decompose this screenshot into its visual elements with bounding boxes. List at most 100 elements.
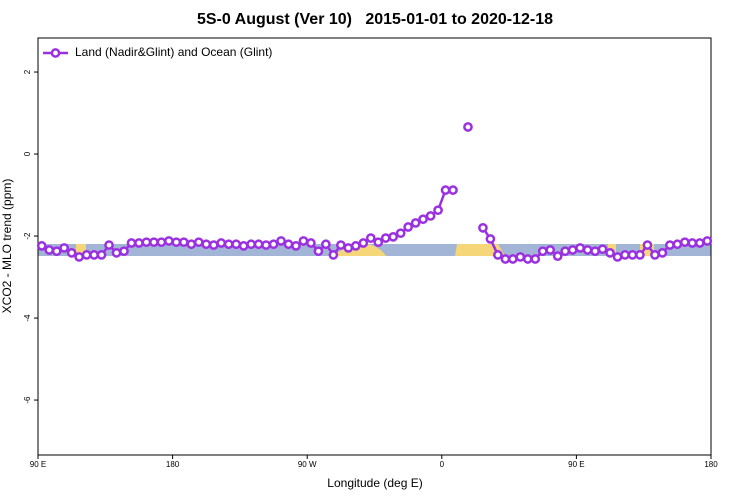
- data-point: [433, 205, 443, 216]
- data-point: [403, 222, 413, 232]
- data-point: [141, 237, 152, 248]
- legend-label: Land (Nadir&Glint) and Ocean (Glint): [75, 45, 272, 59]
- data-point: [44, 245, 55, 255]
- x-tick-label: 0: [440, 460, 445, 469]
- data-point: [246, 239, 256, 250]
- y-tick-label: 2: [23, 69, 32, 74]
- data-point: [291, 241, 301, 251]
- data-point: [552, 251, 563, 261]
- data-point: [336, 240, 346, 250]
- data-point: [650, 250, 660, 260]
- data-point: [134, 238, 144, 248]
- data-point: [373, 237, 384, 248]
- data-point: [687, 238, 698, 248]
- data-point: [448, 185, 458, 195]
- data-point: [268, 239, 279, 250]
- data-point: [665, 240, 675, 250]
- data-point: [223, 239, 234, 250]
- data-point: [51, 246, 62, 257]
- x-tick-label: 180: [166, 460, 180, 469]
- data-point: [253, 239, 264, 250]
- data-point: [507, 254, 518, 264]
- data-point: [425, 211, 436, 221]
- data-point: [657, 248, 668, 258]
- data-point: [679, 237, 690, 248]
- data-point: [597, 244, 608, 255]
- data-point: [126, 238, 137, 248]
- land-band: [76, 244, 86, 256]
- data-point: [545, 245, 556, 255]
- x-tick-label: 180: [704, 460, 718, 469]
- data-point: [81, 250, 92, 260]
- data-point: [283, 239, 294, 250]
- data-point: [478, 222, 488, 233]
- data-point: [89, 250, 99, 260]
- x-tick-label: 90 E: [568, 460, 584, 469]
- data-point: [350, 241, 361, 251]
- data-point: [530, 254, 541, 264]
- legend-marker: [50, 48, 61, 58]
- data-point: [238, 241, 249, 251]
- data-point: [537, 246, 548, 257]
- y-tick-label: -6: [23, 396, 32, 404]
- data-point: [208, 240, 219, 250]
- data-point: [418, 214, 428, 225]
- data-point: [201, 239, 212, 250]
- data-point: [321, 239, 331, 250]
- data-point: [612, 252, 623, 262]
- data-point: [178, 237, 189, 248]
- data-point: [111, 248, 122, 258]
- data-point: [440, 185, 451, 195]
- data-point: [605, 248, 615, 258]
- y-tick-label: -2: [23, 232, 32, 240]
- data-point: [59, 243, 70, 253]
- data-point: [493, 250, 503, 260]
- data-point: [171, 237, 182, 248]
- data-point: [590, 246, 600, 257]
- data-point: [522, 254, 533, 264]
- y-tick-label: 0: [23, 151, 32, 156]
- data-point: [575, 243, 585, 253]
- data-point: [306, 238, 316, 248]
- data-point: [627, 250, 638, 260]
- data-point: [567, 245, 578, 255]
- data-point: [328, 250, 339, 260]
- x-tick-label: 90 E: [30, 460, 46, 469]
- data-point: [104, 240, 114, 250]
- data-point: [365, 233, 376, 243]
- data-point: [36, 241, 47, 251]
- data-point: [231, 239, 242, 250]
- data-point: [313, 246, 324, 257]
- data-point: [186, 239, 197, 250]
- data-point: [261, 240, 271, 250]
- data-point: [358, 238, 369, 248]
- data-point: [193, 237, 204, 248]
- data-point: [216, 238, 227, 248]
- data-point: [500, 254, 511, 264]
- data-point: [672, 239, 683, 250]
- data-point: [410, 218, 421, 228]
- data-point: [635, 250, 645, 260]
- y-tick-label: -4: [23, 314, 32, 322]
- data-point: [164, 236, 174, 246]
- data-point: [276, 236, 286, 246]
- data-point: [66, 248, 77, 258]
- land-band: [455, 244, 505, 256]
- data-point: [463, 122, 473, 132]
- data-point: [156, 237, 167, 248]
- data-point: [298, 236, 309, 246]
- data-point: [149, 237, 159, 248]
- data-point: [485, 234, 496, 244]
- x-axis-label: Longitude (deg E): [327, 476, 422, 490]
- chart-title: 5S-0 August (Ver 10) 2015-01-01 to 2020-…: [197, 11, 553, 28]
- data-point: [702, 236, 713, 246]
- data-point: [380, 233, 391, 243]
- data-point: [395, 228, 406, 239]
- data-point: [582, 245, 593, 255]
- data-point: [388, 232, 399, 242]
- data-point: [343, 243, 354, 253]
- data-point: [74, 252, 84, 262]
- data-point: [96, 250, 107, 260]
